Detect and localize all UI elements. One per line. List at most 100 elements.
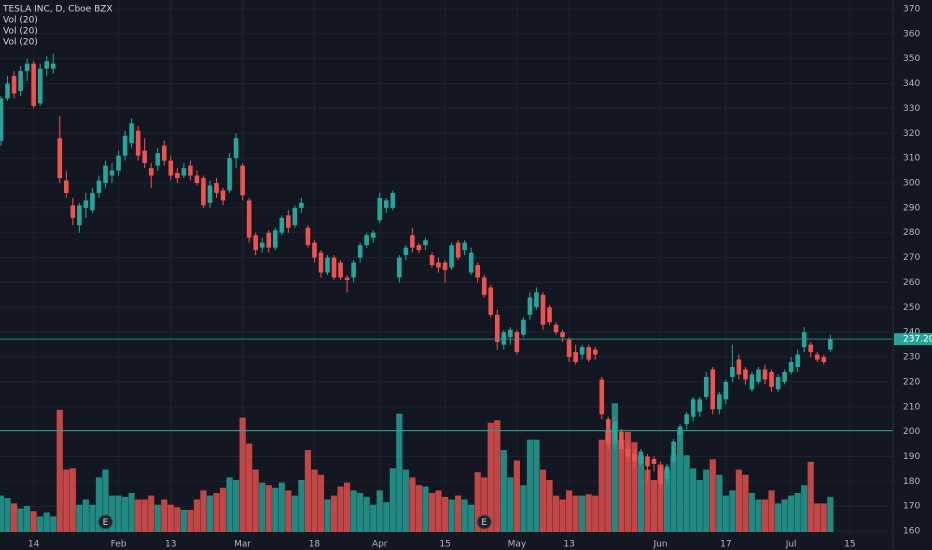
volume-bar — [474, 472, 481, 532]
candle-body — [664, 466, 670, 479]
volume-bar — [579, 495, 586, 532]
candle-body — [736, 359, 742, 375]
candle-body — [233, 138, 239, 159]
y-tick-label: 240 — [903, 328, 920, 338]
volume-bar — [0, 495, 5, 532]
candle-body — [24, 63, 30, 72]
volume-pane — [0, 403, 834, 532]
x-tick-label: Jul — [785, 540, 797, 550]
volume-bar — [807, 461, 814, 532]
volume-bar — [135, 499, 142, 532]
y-tick-label: 190 — [903, 452, 920, 462]
candle-body — [201, 178, 206, 206]
candle-body — [814, 354, 820, 360]
volume-bar — [193, 499, 200, 532]
volume-bar — [343, 482, 351, 532]
candle-body — [325, 257, 330, 273]
candle-body — [762, 369, 768, 380]
candle-body — [508, 329, 513, 338]
volume-bar — [402, 469, 409, 532]
volume-bar — [37, 516, 44, 532]
candle-body — [286, 215, 291, 228]
candle-body — [521, 319, 526, 335]
candle-body — [50, 63, 56, 69]
volume-bar — [481, 477, 488, 532]
volume-bar — [200, 490, 207, 532]
volume-bar — [572, 495, 579, 532]
volume-bar — [219, 487, 227, 532]
indicator-label: Vol (20) — [3, 27, 38, 37]
volume-bar — [409, 477, 416, 532]
candle-body — [90, 192, 95, 211]
volume-bar — [56, 409, 63, 532]
candle-body — [246, 200, 252, 238]
candle-body — [77, 205, 82, 226]
volume-bar — [611, 403, 618, 532]
candle-body — [599, 379, 605, 415]
candle-body — [475, 265, 480, 278]
volume-bar — [180, 509, 187, 532]
last-price-tag — [894, 333, 932, 346]
candle-body — [240, 165, 245, 196]
candle-body — [410, 235, 415, 248]
candle-body — [690, 399, 696, 417]
candle-body — [697, 399, 703, 412]
volume-bar — [624, 431, 631, 532]
volume-bar — [63, 469, 70, 532]
candle-body — [181, 168, 187, 176]
volume-bar — [761, 499, 769, 532]
candle-body — [671, 441, 676, 462]
earnings-marker — [476, 514, 492, 530]
volume-bar — [226, 477, 233, 532]
volume-bar — [448, 499, 455, 532]
volume-bar — [187, 509, 194, 532]
volume-bar — [69, 468, 76, 532]
volume-bar — [363, 496, 370, 532]
y-tick-label: 320 — [903, 129, 920, 139]
volume-bar — [206, 495, 214, 532]
candle-body — [351, 262, 356, 278]
volume-bar — [513, 460, 520, 532]
volume-bar — [154, 504, 161, 532]
candle-body — [775, 376, 781, 390]
y-tick-label: 260 — [903, 278, 920, 288]
volume-bar — [311, 469, 318, 532]
volume-bar — [592, 495, 599, 532]
candle-body — [44, 61, 50, 69]
volume-bar — [566, 490, 573, 532]
volume-bar — [298, 480, 305, 532]
volume-bar — [696, 480, 703, 532]
earnings-marker — [97, 514, 113, 530]
candle-body — [207, 185, 213, 203]
candle-body — [756, 369, 761, 382]
y-tick-label: 250 — [903, 303, 920, 313]
volume-bar — [507, 477, 514, 532]
volume-bar — [10, 503, 18, 532]
volume-bar — [742, 474, 749, 532]
candle-body — [103, 165, 108, 184]
candle-body — [299, 202, 304, 208]
candle-body — [220, 190, 226, 201]
volume-bar — [370, 504, 377, 532]
candle-body — [462, 242, 467, 251]
candle-body — [259, 242, 265, 248]
grid — [0, 0, 893, 535]
y-tick-label: 300 — [903, 179, 920, 189]
volume-bar — [441, 496, 449, 532]
indicator-label: Vol (20) — [3, 16, 38, 26]
candle-body — [703, 376, 709, 397]
x-tick-label: 15 — [439, 540, 450, 550]
candle-body — [560, 332, 565, 338]
candle-body — [383, 200, 389, 208]
volume-bar — [690, 468, 697, 532]
volume-bar — [500, 450, 507, 532]
y-tick-label: 290 — [903, 203, 920, 213]
candle-body — [31, 63, 36, 106]
volume-bar — [259, 482, 266, 532]
volume-bar — [167, 504, 174, 532]
candle-body — [436, 262, 441, 268]
indicator-label: Vol (20) — [3, 38, 38, 48]
volume-bar — [716, 474, 723, 532]
candle-body — [344, 277, 350, 280]
earnings-label: E — [481, 518, 487, 528]
